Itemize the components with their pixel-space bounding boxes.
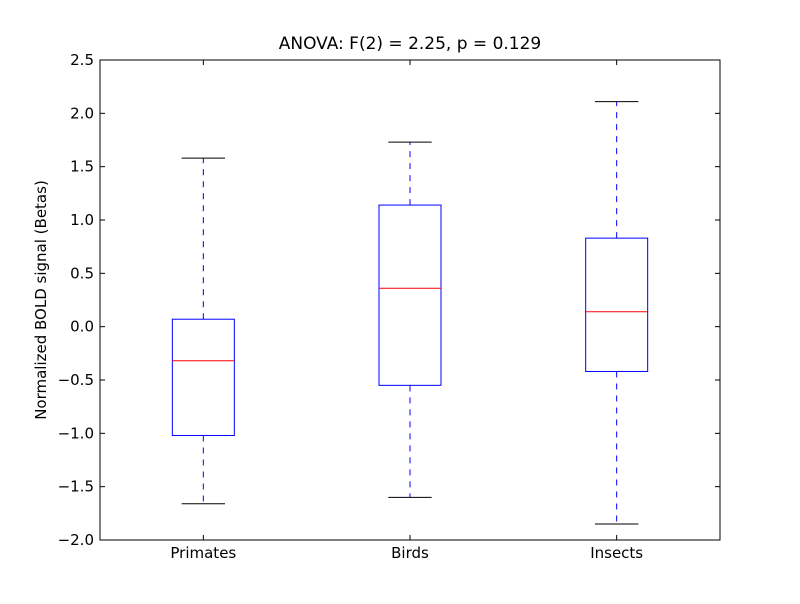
y-tick-label: 1.5: [70, 158, 94, 176]
x-tick-label: Primates: [170, 544, 236, 562]
x-tick-label: Birds: [391, 544, 429, 562]
y-tick-label: 2.0: [70, 104, 94, 122]
x-tick-label: Insects: [590, 544, 643, 562]
y-tick-label: 1.0: [70, 211, 94, 229]
y-tick-label: −1.5: [58, 478, 94, 496]
box: [171, 318, 235, 436]
y-tick-label: −1.0: [58, 424, 94, 442]
y-axis-label: Normalized BOLD signal (Betas): [32, 180, 50, 420]
y-tick-label: 0.5: [70, 264, 94, 282]
box: [585, 237, 649, 372]
y-tick-label: 0.0: [70, 318, 94, 336]
plot-frame: [99, 59, 721, 541]
y-tick-label: −2.0: [58, 531, 94, 549]
y-tick-label: 2.5: [70, 51, 94, 69]
chart-title: ANOVA: F(2) = 2.25, p = 0.129: [279, 34, 542, 54]
box: [378, 204, 442, 386]
y-tick-label: −0.5: [58, 371, 94, 389]
